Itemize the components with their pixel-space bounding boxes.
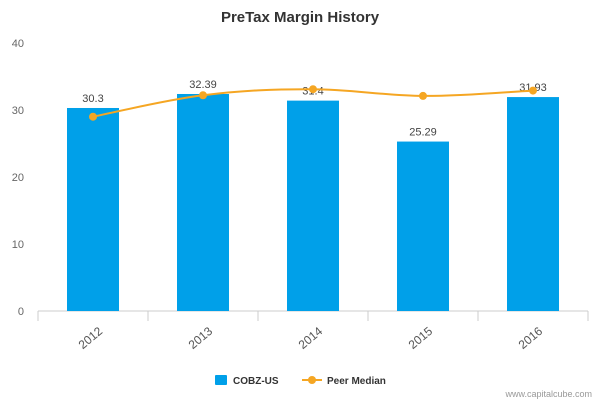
bar [507, 97, 559, 311]
y-axis: 0 10 20 30 40 [12, 38, 24, 318]
x-axis: 2012 2013 2014 2015 2016 [37, 310, 589, 352]
bar [177, 93, 229, 311]
y-tick-label: 30 [12, 105, 24, 117]
x-tick-label: 2014 [296, 324, 326, 352]
peer-median-point [199, 91, 207, 100]
bar-data-label: 30.3 [82, 93, 103, 105]
bar [287, 100, 339, 312]
y-tick-label: 0 [18, 306, 24, 318]
bar [67, 107, 119, 312]
y-tick-label: 10 [12, 239, 24, 251]
peer-median-series [89, 85, 537, 121]
x-tick-label: 2016 [516, 324, 546, 352]
x-tick-label: 2012 [76, 324, 106, 352]
peer-median-point [419, 91, 427, 100]
chart-title: PreTax Margin History [221, 9, 380, 26]
legend-label-cobz: COBZ-US [233, 376, 279, 387]
legend-swatch-cobz [215, 375, 227, 385]
credit-text: www.capitalcube.com [504, 389, 592, 399]
legend-marker-peer [308, 376, 316, 384]
x-tick-label: 2013 [186, 324, 216, 352]
bar-series [67, 93, 559, 312]
bar-data-label: 32.39 [189, 79, 217, 91]
peer-median-point [529, 86, 537, 95]
peer-median-point [89, 112, 97, 121]
legend: COBZ-US Peer Median [215, 375, 386, 387]
y-tick-label: 20 [12, 172, 24, 184]
bar [397, 141, 449, 311]
peer-median-point [309, 85, 317, 94]
x-tick-label: 2015 [406, 324, 436, 352]
legend-label-peer: Peer Median [327, 376, 386, 387]
y-tick-label: 40 [12, 38, 24, 50]
bar-data-label: 25.29 [409, 127, 437, 139]
